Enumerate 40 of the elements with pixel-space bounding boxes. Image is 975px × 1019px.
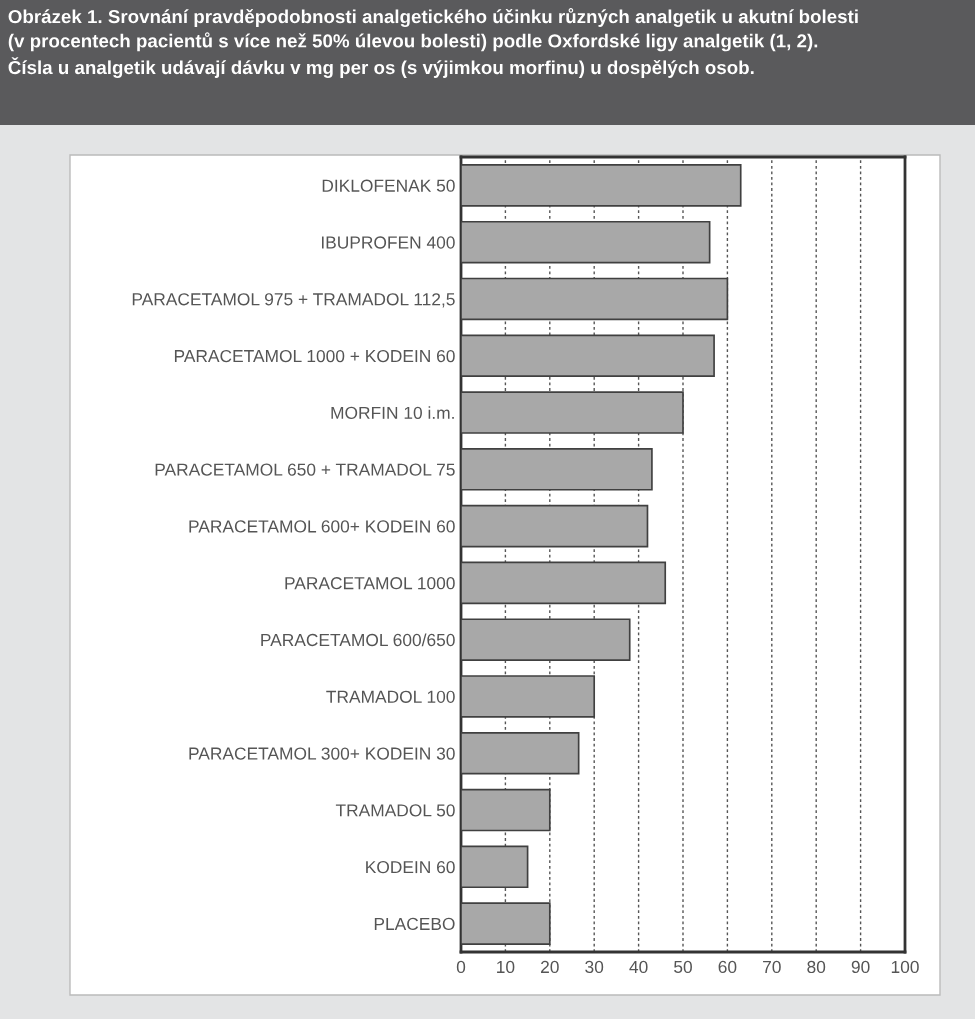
y-tick-label: PARACETAMOL 1000 + KODEIN 60	[174, 349, 455, 363]
y-tick-label: DIKLOFENAK 50	[322, 179, 455, 192]
chart-title: Obrázek 1. Srovnání pravděpodobnosti analgetického účinku různých analgetik u akutní bolesti (v procentech pacientů s více než 50% úlevou bolesti) podle Oxfordské ligy analgetik (1, 2). Čísla u analgetik udávají dávku v mg per os (s výjimkou morfinu) u dospělých osob.	[8, 8, 858, 78]
y-tick-label: KODEIN 60	[366, 860, 455, 874]
x-tick-label: 90	[851, 960, 870, 974]
bar	[461, 845, 529, 889]
x-tick-label: 50	[674, 960, 692, 974]
x-tick-label: 30	[585, 960, 604, 974]
bar	[461, 220, 711, 264]
x-tick-label: 40	[629, 960, 648, 974]
y-tick-label: PARACETAMOL 1000	[285, 577, 455, 590]
y-tick-label: IBUPROFEN 400	[321, 236, 455, 249]
y-tick-label: TRAMADOL 50	[335, 804, 455, 817]
x-tick-label: 0	[456, 960, 466, 974]
bar	[461, 902, 551, 945]
y-tick-label: PARACETAMOL 300+ KODEIN 30	[189, 747, 455, 760]
bar	[461, 561, 667, 605]
bar	[461, 164, 742, 207]
bar	[461, 277, 729, 321]
bar	[461, 391, 684, 434]
bar	[461, 788, 551, 832]
x-tick-label: 10	[497, 960, 515, 974]
y-tick-label: PLACEBO	[374, 917, 455, 931]
y-tick-label: PARACETAMOL 650 + TRAMADOL 75	[155, 463, 455, 476]
y-tick-label: MORFIN 10 i.m.	[331, 406, 454, 419]
y-tick-label: PARACETAMOL 600/650	[261, 633, 455, 647]
bar	[461, 448, 653, 491]
y-tick-label: PARACETAMOL 975 + TRAMADOL 112,5	[132, 293, 455, 308]
bar	[461, 675, 596, 718]
bar	[461, 334, 715, 378]
bar	[461, 731, 580, 775]
x-tick-label: 20	[541, 960, 559, 974]
x-tick-label: 70	[763, 960, 781, 974]
x-tick-label: 80	[807, 960, 826, 974]
y-tick-label: PARACETAMOL 600+ KODEIN 60	[189, 520, 455, 533]
bar	[461, 504, 649, 548]
x-tick-label: 60	[718, 960, 737, 974]
y-tick-label: TRAMADOL 100	[326, 690, 455, 703]
bar	[461, 618, 631, 661]
x-tick-label: 100	[891, 960, 919, 974]
